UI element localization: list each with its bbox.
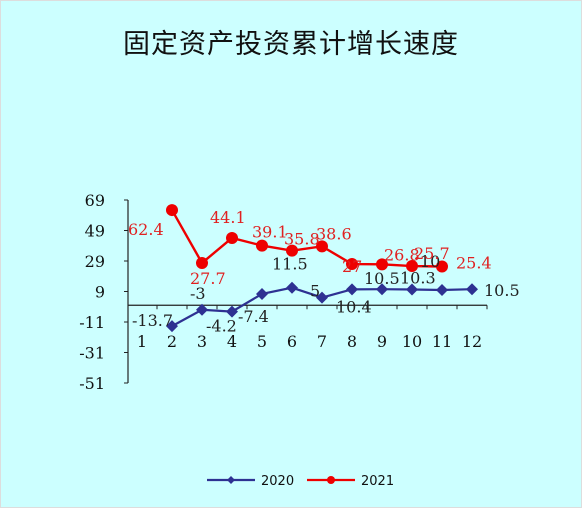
point-2020 bbox=[286, 281, 298, 294]
legend-marker-2021 bbox=[327, 476, 335, 484]
point-2020 bbox=[226, 305, 238, 318]
point-2020 bbox=[466, 283, 478, 296]
data-label-2020: -3 bbox=[190, 284, 206, 303]
x-tick-label: 1 bbox=[137, 332, 147, 351]
x-tick-label: 6 bbox=[287, 332, 297, 351]
point-2020 bbox=[316, 291, 328, 304]
x-tick-label: 5 bbox=[257, 332, 267, 351]
x-tick-label: 11 bbox=[432, 332, 452, 351]
point-2021 bbox=[436, 260, 448, 273]
x-tick-label: 7 bbox=[317, 332, 327, 351]
point-2021 bbox=[286, 244, 298, 257]
data-label-2020: 10.5 bbox=[484, 281, 520, 300]
chart-title: 固定资产投资累计增长速度 bbox=[123, 29, 459, 60]
point-2020 bbox=[166, 320, 178, 333]
data-label-2021: 62.4 bbox=[128, 220, 164, 239]
series-line-2021 bbox=[170, 209, 443, 268]
data-label-2021: 27.7 bbox=[190, 269, 226, 288]
data-label-2020: 11.5 bbox=[272, 255, 308, 274]
point-2021 bbox=[376, 258, 388, 271]
y-tick-label: -51 bbox=[79, 374, 105, 393]
legend-marker-2020 bbox=[227, 476, 235, 484]
data-label-2020: 10.4 bbox=[336, 297, 372, 316]
y-tick-label: 9 bbox=[95, 283, 105, 302]
y-tick-label: 49 bbox=[85, 222, 105, 241]
y-tick-label: -31 bbox=[79, 344, 105, 363]
x-tick-label: 4 bbox=[227, 332, 237, 351]
point-2021 bbox=[166, 204, 178, 217]
legend-label-2021: 2021 bbox=[361, 474, 394, 489]
point-2020 bbox=[196, 303, 208, 316]
point-2020 bbox=[436, 283, 448, 296]
point-2020 bbox=[346, 283, 358, 296]
data-label-2021: 44.1 bbox=[210, 208, 246, 227]
x-tick-label: 3 bbox=[197, 332, 207, 351]
data-label-2020: -4.2 bbox=[206, 317, 237, 336]
point-2021 bbox=[226, 231, 238, 244]
data-label-2021: 26.8 bbox=[384, 245, 420, 264]
data-label-2020: 10.3 bbox=[400, 269, 436, 288]
data-label-2020: 10 bbox=[420, 252, 440, 271]
x-tick-label: 9 bbox=[377, 332, 387, 351]
data-label-2021: 35.8 bbox=[284, 230, 320, 249]
point-2020 bbox=[376, 283, 388, 296]
data-label-2020: 5 bbox=[310, 282, 320, 301]
x-tick-label: 10 bbox=[402, 332, 422, 351]
point-2021 bbox=[316, 240, 328, 253]
point-2021 bbox=[406, 260, 418, 273]
data-label-2021: 27 bbox=[342, 257, 362, 276]
point-2021 bbox=[256, 239, 268, 252]
data-label-2020: 10.5 bbox=[364, 269, 400, 288]
data-label-2021: 25.4 bbox=[456, 253, 492, 272]
point-2021 bbox=[346, 258, 358, 271]
data-label-2020: -13.7 bbox=[132, 311, 173, 330]
data-label-2021: 39.1 bbox=[252, 223, 288, 242]
y-tick-label: -11 bbox=[79, 313, 105, 332]
x-tick-label: 12 bbox=[462, 332, 482, 351]
data-label-2021: 25.7 bbox=[414, 244, 450, 263]
x-tick-label: 8 bbox=[347, 332, 357, 351]
data-label-2020: -7.4 bbox=[238, 307, 269, 326]
y-tick-label: 69 bbox=[85, 191, 105, 210]
x-tick-label: 2 bbox=[167, 332, 177, 351]
point-2021 bbox=[196, 256, 208, 269]
legend-label-2020: 2020 bbox=[261, 474, 294, 489]
y-tick-label: 29 bbox=[85, 252, 105, 271]
point-2020 bbox=[256, 287, 268, 300]
point-2020 bbox=[406, 283, 418, 296]
data-label-2021: 38.6 bbox=[316, 224, 352, 243]
